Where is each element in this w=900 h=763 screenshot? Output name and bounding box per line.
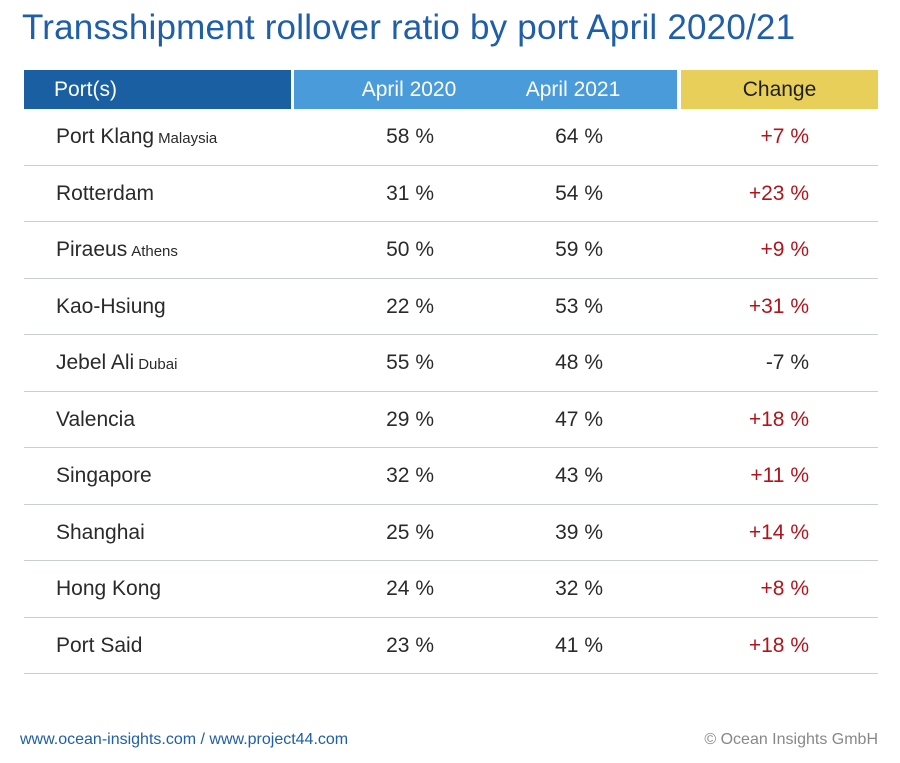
port-name: Piraeus: [56, 238, 128, 261]
april-2021-value: 47 %: [555, 407, 603, 431]
april-2020-value: 31 %: [386, 181, 434, 205]
port-name: Shanghai: [56, 520, 145, 544]
april-2021-value: 32 %: [555, 577, 603, 600]
table-row: Singapore 32 % 43 % +11 %: [24, 448, 878, 505]
port-name-cell: Hong Kong: [56, 561, 161, 617]
table-row: Port Klang Malaysia 58 % 64 % +7 %: [24, 109, 878, 166]
port-name: Port Said: [56, 633, 143, 657]
page-title: Transshipment rollover ratio by port Apr…: [22, 8, 796, 47]
port-name-cell: Kao-Hsiung: [56, 279, 166, 335]
april-2020-value: 23 %: [386, 633, 434, 657]
april-2021-value: 54 %: [555, 181, 603, 205]
footer-links[interactable]: www.ocean-insights.com / www.project44.c…: [20, 731, 349, 748]
table-row: Piraeus Athens 50 % 59 % +9 %: [24, 222, 878, 279]
port-name: Jebel Ali: [56, 351, 135, 374]
change-value: +18 %: [748, 407, 809, 431]
change-value: +8 %: [760, 577, 809, 600]
april-2020-value: 58 %: [386, 125, 434, 148]
column-header-april-2021: April 2021: [525, 78, 621, 101]
port-name-cell: Port Said: [56, 618, 142, 674]
table-row: Valencia 29 % 47 % +18 %: [24, 392, 878, 448]
change-value: +31 %: [748, 294, 809, 318]
april-2020-value: 32 %: [386, 464, 434, 487]
port-name-cell: Valencia: [56, 392, 135, 448]
table-row: Rotterdam 31 % 54 % +23 %: [24, 166, 878, 222]
footer-copyright: © Ocean Insights GmbH: [704, 731, 878, 748]
table-row: Hong Kong 24 % 32 % +8 %: [24, 561, 878, 618]
port-name: Hong Kong: [56, 577, 162, 600]
port-name-cell: Shanghai: [56, 505, 145, 561]
port-name-cell: Rotterdam: [56, 166, 154, 222]
table-row: Kao-Hsiung 22 % 53 % +31 %: [24, 279, 878, 335]
column-header-ports: Port(s): [24, 70, 291, 109]
port-name: Rotterdam: [56, 181, 155, 205]
april-2021-value: 48 %: [555, 351, 603, 374]
port-location: Malaysia: [158, 130, 218, 147]
change-value: +23 %: [748, 181, 809, 205]
port-name: Port Klang: [56, 125, 155, 148]
change-value: +9 %: [760, 238, 809, 261]
april-2020-value: 25 %: [386, 520, 434, 544]
change-value: +11 %: [750, 464, 809, 487]
april-2021-value: 53 %: [555, 294, 603, 318]
change-value: +18 %: [748, 633, 809, 657]
port-name-cell: Jebel Ali Dubai: [56, 335, 177, 393]
april-2020-value: 22 %: [386, 294, 434, 318]
april-2020-value: 29 %: [386, 407, 434, 431]
port-name: Singapore: [56, 464, 152, 487]
table-body: Port Klang Malaysia 58 % 64 % +7 % Rotterdam 3…: [24, 109, 878, 674]
port-name: Kao-Hsiung: [56, 294, 166, 318]
table-header: Port(s) April 2020 April 2021 Change: [24, 70, 878, 109]
port-location: Dubai: [138, 356, 178, 373]
table-row: Shanghai 25 % 39 % +14 %: [24, 505, 878, 561]
april-2021-value: 39 %: [555, 520, 603, 544]
april-2021-value: 59 %: [555, 238, 603, 261]
column-header-change: Change: [681, 70, 878, 109]
change-value: +14 %: [748, 520, 809, 544]
table-row: Jebel Ali Dubai 55 % 48 % -7 %: [24, 335, 878, 392]
change-value: +7 %: [760, 125, 809, 148]
april-2021-value: 64 %: [555, 125, 603, 148]
april-2020-value: 55 %: [386, 351, 434, 374]
april-2021-value: 43 %: [555, 464, 603, 487]
april-2020-value: 24 %: [386, 577, 434, 600]
table-row: Port Said 23 % 41 % +18 %: [24, 618, 878, 674]
port-name-cell: Port Klang Malaysia: [56, 109, 217, 167]
port-name-cell: Singapore: [56, 448, 152, 504]
column-header-years-band: [294, 70, 677, 109]
port-name-cell: Piraeus Athens: [56, 222, 178, 280]
column-header-april-2020: April 2020: [361, 78, 457, 101]
port-location: Athens: [131, 243, 178, 260]
april-2020-value: 50 %: [386, 238, 434, 261]
port-name: Valencia: [56, 407, 135, 431]
change-value: -7 %: [765, 351, 809, 374]
april-2021-value: 41 %: [555, 633, 603, 657]
